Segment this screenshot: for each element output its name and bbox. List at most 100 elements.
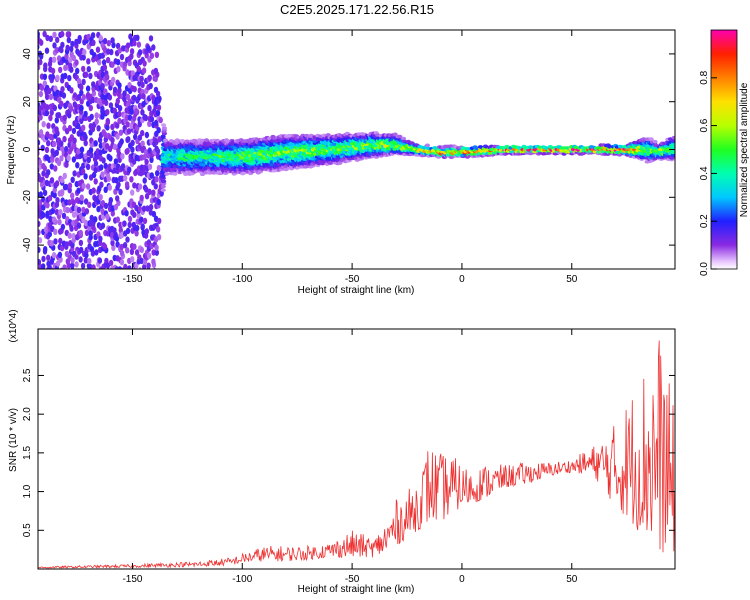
heatmap-cell-41: [38, 58, 43, 66]
heatmap-cell-1031: [144, 228, 149, 235]
heatmap-cell-192: [54, 149, 59, 156]
heatmap-cell-464: [84, 208, 90, 215]
heatmap-cell-682: [105, 74, 110, 81]
snr-x-tick-label-0: -150: [122, 574, 142, 585]
heatmap-cell-833: [125, 236, 130, 243]
heatmap-cell-723: [110, 61, 115, 68]
heatmap-cell-789: [117, 117, 122, 125]
heatmap-cell-625: [100, 113, 105, 120]
heatmap-cell-1011: [142, 217, 148, 225]
heatmap-cell-441: [81, 206, 86, 214]
colorbar-tick-label-0: 0.0: [699, 262, 710, 276]
heatmap-cell-500: [88, 230, 93, 237]
heatmap-cell-340: [71, 233, 76, 240]
heatmap-cell-56: [41, 170, 46, 177]
heatmap-cell-1094: [151, 249, 156, 256]
heatmap-cell-3396: [670, 150, 675, 155]
heatmap-cell-115: [47, 230, 52, 238]
heatmap-cell-502: [89, 214, 94, 222]
heatmap-cell-1093: [151, 258, 156, 265]
heatmap-cell-565: [96, 205, 101, 213]
heatmap-cell-2414: [331, 142, 337, 146]
heatmap-cell-699: [108, 102, 114, 109]
heatmap-y-tick-label-3: 20: [22, 96, 33, 108]
heatmap-cell-288: [64, 53, 69, 60]
heatmap-cell-1012: [141, 205, 147, 212]
heatmap-cell-990: [139, 194, 144, 202]
heatmap-cell-1071: [146, 45, 151, 52]
heatmap-cell-519: [91, 264, 96, 269]
heatmap-cell-861: [127, 166, 132, 173]
heatmap-cell-978: [136, 65, 141, 73]
heatmap-cell-739: [112, 143, 118, 150]
heatmap-cell-263: [62, 114, 67, 122]
heatmap-cell-1159: [155, 90, 161, 98]
heatmap-cell-890: [130, 146, 135, 153]
heatmap-cell-791: [117, 105, 123, 112]
heatmap-cell-310: [67, 74, 72, 82]
heatmap-cell-249: [60, 30, 65, 38]
heatmap-cell-300: [67, 182, 73, 189]
heatmap-cell-1002: [140, 81, 145, 89]
heatmap-cell-327: [70, 176, 75, 183]
heatmap-cell-752: [114, 235, 120, 242]
heatmap-cell-207: [58, 237, 63, 245]
heatmap-cell-1510: [203, 138, 210, 142]
heatmap-cell-88: [46, 254, 51, 261]
heatmap-cell-527: [91, 171, 97, 179]
heatmap-cell-85: [42, 30, 47, 38]
heatmap-cell-141: [50, 207, 56, 214]
heatmap-cell-878: [130, 256, 135, 263]
heatmap-cell-541: [94, 249, 99, 256]
heatmap-cell-2771: [401, 136, 407, 141]
heatmap-cell-1014: [142, 177, 147, 184]
heatmap-cell-648: [103, 162, 108, 170]
heatmap-cell-813: [119, 53, 125, 61]
heatmap-cell-1003: [139, 75, 144, 83]
heatmap-cell-236: [59, 155, 64, 162]
heatmap-cell-1123: [153, 183, 158, 190]
heatmap-cell-1143: [155, 226, 161, 233]
snr-x-tick-label-4: 50: [566, 574, 578, 585]
heatmap-cell-856: [127, 265, 132, 269]
figure-title: C2E5.2025.171.22.56.R15: [280, 2, 434, 17]
heatmap-cell-548: [93, 166, 98, 174]
heatmap-cell-769: [116, 66, 121, 73]
heatmap-y-ticks: -40 -20 0 20 40: [22, 48, 675, 252]
heatmap-cell-620: [101, 157, 106, 164]
heatmap-cell-166: [51, 216, 57, 223]
heatmap-cell-158: [50, 73, 56, 81]
heatmap-cell-176: [52, 104, 57, 112]
heatmap-cell-806: [120, 163, 126, 170]
heatmap-cell-595: [99, 164, 104, 171]
heatmap-x-tick-label-2: -50: [345, 274, 360, 285]
heatmap-cell-1049: [147, 274, 151, 280]
heatmap-cell-1132: [154, 119, 159, 127]
heatmap-cell-1088: [149, 52, 155, 59]
heatmap-cell-841: [125, 147, 130, 155]
heatmap-cell-463: [83, 219, 89, 227]
heatmap-cell-321: [70, 241, 75, 249]
heatmap-cell-1080: [149, 172, 154, 179]
heatmap-cell-377: [73, 103, 79, 110]
heatmap-cell-874: [127, 59, 132, 67]
heatmap-cell-481: [87, 225, 92, 232]
heatmap-cell-25: [38, 237, 43, 244]
heatmap-cell-615: [100, 222, 106, 229]
heatmap-cell-717: [110, 137, 115, 144]
heatmap-cell-204: [58, 256, 63, 263]
heatmap-cell-257: [62, 172, 67, 180]
heatmap-cell-276: [65, 206, 70, 214]
heatmap-cell-163: [53, 238, 58, 245]
heatmap-cell-1052: [146, 252, 152, 259]
heatmap-cell-1194: [160, 134, 166, 139]
heatmap-cell-434: [79, 84, 84, 91]
snr-y-multiplier: (x10^4): [8, 309, 19, 342]
heatmap-cell-104: [46, 122, 51, 129]
heatmap-cell-925: [132, 86, 137, 93]
heatmap-cell-409: [80, 269, 84, 275]
heatmap-cell-902: [129, 53, 134, 60]
heatmap-cell-127: [47, 87, 52, 95]
heatmap-cell-448: [81, 124, 86, 131]
